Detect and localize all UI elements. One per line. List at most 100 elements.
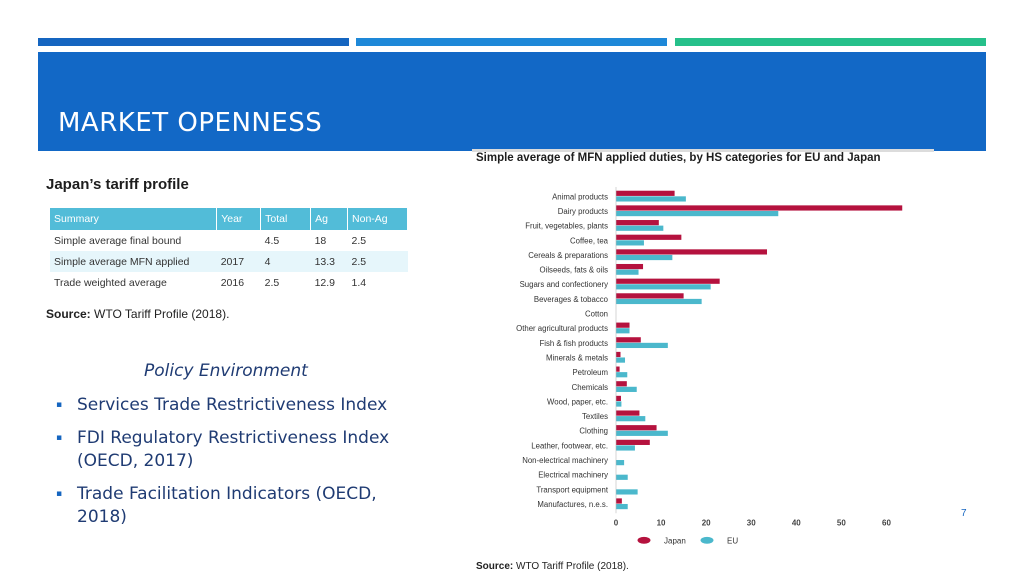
bar-japan-fish-fish-products — [616, 337, 641, 343]
bar-eu-petroleum — [616, 372, 628, 378]
legend-swatch-eu — [700, 536, 714, 544]
bar-eu-chemicals — [616, 386, 637, 392]
slide-title: MARKET OPENNESS — [58, 108, 323, 138]
chart-source-note: Source: WTO Tariff Profile (2018). — [476, 561, 629, 572]
tariff-profile-title: Japan’s tariff profile — [46, 176, 189, 193]
category-label-fish-fish-products: Fish & fish products — [540, 339, 609, 348]
table-cell: 18 — [314, 234, 327, 247]
table-cell: 2016 — [220, 276, 245, 289]
policy-bullet-list: ▪ Services Trade Restrictiveness Index ▪ F… — [56, 394, 406, 539]
list-item-text: FDI Regulatory Restrictiveness Index (OE… — [77, 428, 390, 471]
table-cell: Trade weighted average — [54, 276, 167, 289]
bar-eu-textiles — [616, 416, 646, 422]
category-label-chemicals: Chemicals — [572, 383, 608, 392]
table-cell: 13.3 — [310, 251, 348, 272]
category-label-petroleum: Petroleum — [572, 368, 608, 377]
bar-eu-transport-equipment — [616, 489, 638, 495]
legend-swatch-japan — [637, 536, 651, 544]
source-label: Source: — [46, 307, 91, 321]
table-header-summary: Summary — [50, 208, 218, 230]
x-tick-label-20: 20 — [702, 518, 711, 527]
title-banner: MARKET OPENNESS — [38, 52, 986, 151]
table-header-ag: Ag — [310, 208, 349, 230]
chart-title: Simple average of MFN applied duties, by… — [476, 152, 881, 164]
category-label-leather-footwear-etc: Leather, footwear, etc. — [531, 441, 608, 450]
table-cell: 1.4 — [351, 276, 367, 289]
table-header-total: Total — [260, 208, 312, 230]
bar-eu-clothing — [616, 430, 668, 436]
category-label-minerals-metals: Minerals & metals — [546, 353, 608, 362]
list-item-text: Trade Facilitation Indicators (OECD, 201… — [77, 484, 377, 527]
bar-eu-coffee-tea — [616, 240, 644, 246]
bar-eu-oilseeds-fats-oils — [616, 269, 639, 275]
table-cell: 2.5 — [351, 234, 367, 247]
bar-eu-non-electrical-machinery — [616, 460, 625, 466]
category-label-electrical-machinery: Electrical machinery — [538, 471, 608, 480]
x-tick-label-30: 30 — [747, 518, 756, 527]
legend-label-eu: EU — [727, 536, 738, 545]
bar-japan-petroleum — [616, 366, 620, 372]
table-cell: 12.9 — [314, 276, 336, 289]
category-label-wood-paper-etc: Wood, paper, etc. — [547, 397, 608, 406]
table-cell: 2.5 — [347, 251, 408, 272]
bar-japan-animal-products — [616, 190, 675, 196]
mfn-duties-chart-panel: Simple average of MFN applied duties, by… — [472, 149, 942, 575]
page-number: 7 — [961, 508, 967, 519]
bar-eu-manufactures-n-e-s — [616, 503, 628, 510]
accent-strip-blue — [38, 38, 349, 46]
x-tick-label-10: 10 — [657, 518, 666, 527]
x-tick-label-50: 50 — [837, 518, 846, 527]
source-text: WTO Tariff Profile (2018). — [513, 561, 629, 572]
category-label-oilseeds-fats-oils: Oilseeds, fats & oils — [540, 266, 609, 275]
category-label-coffee-tea: Coffee, tea — [570, 236, 609, 245]
x-tick-label-40: 40 — [792, 518, 801, 527]
table-header-year: Year — [216, 208, 262, 230]
category-label-textiles: Textiles — [582, 412, 608, 421]
bar-japan-chemicals — [616, 381, 627, 387]
bar-japan-minerals-metals — [616, 351, 621, 358]
bar-eu-sugars-and-confectionery — [616, 284, 711, 290]
bullet-square-icon: ▪ — [56, 489, 63, 499]
list-item: ▪ Trade Facilitation Indicators (OECD, 20… — [56, 483, 406, 529]
bar-japan-fruit-vegetables-plants — [616, 220, 659, 226]
bar-eu-minerals-metals — [616, 357, 626, 363]
category-label-manufactures-n-e-s: Manufactures, n.e.s. — [537, 500, 608, 509]
bar-japan-wood-paper-etc — [616, 395, 621, 402]
bar-eu-cereals-preparations — [616, 254, 673, 261]
bar-eu-dairy-products — [616, 210, 779, 217]
bar-japan-sugars-and-confectionery — [616, 278, 720, 284]
category-label-dairy-products: Dairy products — [558, 207, 608, 216]
list-item: ▪ Services Trade Restrictiveness Index — [56, 394, 406, 417]
bar-japan-textiles — [616, 410, 640, 416]
category-label-other-agricultural-products: Other agricultural products — [516, 324, 608, 333]
tariff-profile-table: Summary Year Total Ag Non-Ag Simple aver… — [50, 208, 408, 293]
bullet-square-icon: ▪ — [56, 400, 63, 410]
bar-japan-other-agricultural-products — [616, 322, 630, 328]
list-item-text: Services Trade Restrictiveness Index — [77, 395, 388, 415]
x-tick-label-60: 60 — [882, 518, 891, 527]
bar-japan-clothing — [616, 425, 657, 431]
bar-eu-other-agricultural-products — [616, 328, 630, 334]
source-label: Source: — [476, 561, 514, 572]
source-text: WTO Tariff Profile (2018). — [90, 307, 230, 321]
accent-strip-lightblue — [356, 38, 667, 46]
tariff-source-note: Source: WTO Tariff Profile (2018). — [46, 307, 229, 321]
category-label-cotton: Cotton — [585, 310, 608, 319]
table-cell: Simple average final bound — [54, 234, 182, 247]
table-cell: 2.5 — [264, 276, 280, 289]
bullet-square-icon: ▪ — [56, 433, 63, 443]
accent-strip-green — [675, 38, 986, 46]
bar-japan-leather-footwear-etc — [616, 439, 650, 445]
bar-eu-beverages-tobacco — [616, 298, 702, 305]
category-label-sugars-and-confectionery: Sugars and confectionery — [520, 280, 609, 289]
bar-eu-animal-products — [616, 196, 686, 202]
table-cell: 4.5 — [264, 234, 280, 247]
bar-japan-manufactures-n-e-s — [616, 498, 622, 504]
table-cell: 2017 — [216, 251, 261, 272]
chart-top-rule — [472, 149, 934, 152]
category-label-beverages-tobacco: Beverages & tobacco — [534, 295, 609, 304]
table-header-row: Summary Year Total Ag Non-Ag — [50, 208, 408, 230]
bar-eu-wood-paper-etc — [616, 401, 622, 407]
bar-eu-fruit-vegetables-plants — [616, 225, 664, 231]
bar-eu-electrical-machinery — [616, 474, 628, 480]
